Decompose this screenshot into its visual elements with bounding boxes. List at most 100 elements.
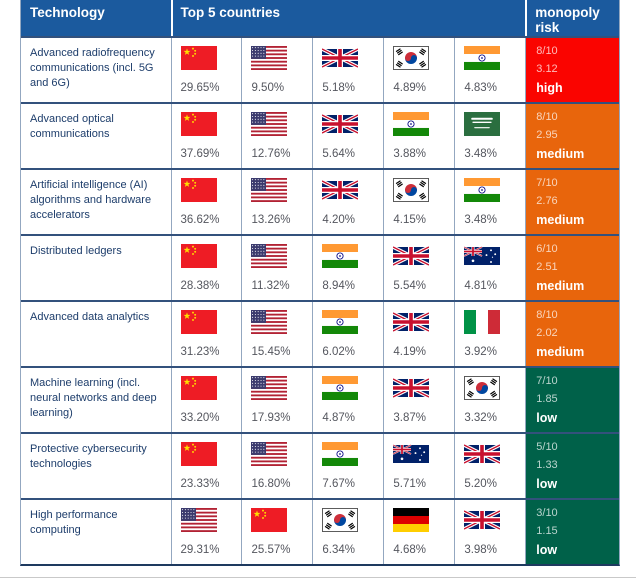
india-flag-icon xyxy=(322,442,359,466)
country-cell-united-kingdom: 5.18% xyxy=(312,38,383,102)
table-row: Distributed ledgers 28.38% 11.32% 8.94% … xyxy=(21,234,619,300)
country-share: 13.26% xyxy=(251,214,291,226)
country-share: 3.48% xyxy=(464,214,497,226)
country-share: 33.20% xyxy=(180,412,220,424)
country-cell-india: 3.88% xyxy=(383,104,454,168)
china-flag-icon xyxy=(180,46,217,70)
risk-index: 2.95 xyxy=(536,129,558,141)
col-header-top5-countries: Top 5 countries xyxy=(170,0,526,36)
india-flag-icon xyxy=(464,178,501,202)
table-row: Advanced radiofrequency communications (… xyxy=(21,36,619,102)
technology-name: Machine learning (incl. neural networks … xyxy=(30,377,157,420)
india-flag-icon xyxy=(393,112,430,136)
country-share: 5.54% xyxy=(393,280,426,292)
china-flag-icon xyxy=(180,376,217,400)
china-flag-icon xyxy=(251,508,288,532)
technology-name: Advanced optical communications xyxy=(30,113,114,141)
country-share: 4.19% xyxy=(393,346,426,358)
risk-index: 1.85 xyxy=(536,393,558,405)
country-cell-united-kingdom: 5.54% xyxy=(383,236,454,300)
monopoly-risk-cell: 6/10 2.51 medium xyxy=(525,236,619,300)
risk-index: 3.12 xyxy=(536,63,558,75)
country-cell-south-korea: 4.89% xyxy=(383,38,454,102)
risk-level: medium xyxy=(536,345,585,359)
monopoly-risk-cell: 7/10 1.85 low xyxy=(525,368,619,432)
country-cell-united-kingdom: 4.19% xyxy=(383,302,454,366)
country-cell-united-kingdom: 5.20% xyxy=(454,434,525,498)
country-share: 6.02% xyxy=(322,346,356,358)
australia-flag-icon xyxy=(464,244,501,268)
united-states-flag-icon xyxy=(251,442,288,466)
country-cell-china: 25.57% xyxy=(241,500,312,564)
china-flag-icon xyxy=(180,178,217,202)
country-share: 36.62% xyxy=(180,214,220,226)
united-states-flag-icon xyxy=(180,508,217,532)
monopoly-risk-cell: 7/10 2.76 medium xyxy=(525,170,619,234)
tech-table: Technology Top 5 countries monopoly risk… xyxy=(20,0,620,566)
south-korea-flag-icon xyxy=(322,508,359,532)
country-share: 25.57% xyxy=(251,544,291,556)
risk-level: high xyxy=(536,81,563,95)
table-row: Advanced data analytics 31.23% 15.45% 6.… xyxy=(21,300,619,366)
country-cell-united-states: 12.76% xyxy=(241,104,312,168)
india-flag-icon xyxy=(322,244,359,268)
risk-index: 1.15 xyxy=(536,525,558,537)
country-share: 9.50% xyxy=(251,82,285,94)
risk-score: 6/10 xyxy=(536,243,558,255)
country-cell-india: 4.83% xyxy=(454,38,525,102)
country-share: 15.45% xyxy=(251,346,291,358)
united-states-flag-icon xyxy=(251,46,288,70)
saudi-arabia-flag-icon xyxy=(464,112,501,136)
country-cell-united-states: 13.26% xyxy=(241,170,312,234)
united-kingdom-flag-icon xyxy=(322,46,359,70)
table-row: High performance computing 29.31% 25.57%… xyxy=(21,498,619,564)
table-row: Advanced optical communications 37.69% 1… xyxy=(21,102,619,168)
risk-level: low xyxy=(536,411,558,425)
united-kingdom-flag-icon xyxy=(322,178,359,202)
country-share: 4.68% xyxy=(393,544,426,556)
technology-name: Distributed ledgers xyxy=(30,245,122,257)
country-cell-united-kingdom: 5.64% xyxy=(312,104,383,168)
risk-score: 8/10 xyxy=(536,45,558,57)
risk-score: 5/10 xyxy=(536,441,558,453)
country-cell-united-states: 16.80% xyxy=(241,434,312,498)
country-cell-united-states: 11.32% xyxy=(241,236,312,300)
country-share: 28.38% xyxy=(180,280,220,292)
country-cell-united-kingdom: 3.98% xyxy=(454,500,525,564)
united-kingdom-flag-icon xyxy=(393,376,430,400)
country-cell-united-states: 17.93% xyxy=(241,368,312,432)
risk-index: 2.76 xyxy=(536,195,558,207)
country-cell-india: 6.02% xyxy=(312,302,383,366)
country-cell-china: 37.69% xyxy=(170,104,242,168)
country-cell-south-korea: 4.15% xyxy=(383,170,454,234)
country-share: 8.94% xyxy=(322,280,356,292)
country-cell-united-states: 9.50% xyxy=(241,38,312,102)
col-header-monopoly-risk: monopoly risk xyxy=(525,0,619,36)
country-cell-china: 36.62% xyxy=(170,170,242,234)
country-share: 12.76% xyxy=(251,148,291,160)
country-share: 3.98% xyxy=(464,544,497,556)
country-cell-china: 23.33% xyxy=(170,434,242,498)
country-share: 4.20% xyxy=(322,214,356,226)
risk-score: 3/10 xyxy=(536,507,558,519)
country-cell-india: 8.94% xyxy=(312,236,383,300)
page-bottom-rule xyxy=(0,577,636,578)
country-share: 17.93% xyxy=(251,412,291,424)
country-share: 23.33% xyxy=(180,478,220,490)
china-flag-icon xyxy=(180,244,217,268)
table-header: Technology Top 5 countries monopoly risk xyxy=(21,0,619,36)
monopoly-risk-cell: 3/10 1.15 low xyxy=(525,500,619,564)
country-share: 3.48% xyxy=(464,148,497,160)
italy-flag-icon xyxy=(464,310,501,334)
country-cell-united-kingdom: 4.20% xyxy=(312,170,383,234)
united-kingdom-flag-icon xyxy=(322,112,359,136)
united-states-flag-icon xyxy=(251,310,288,334)
country-share: 5.64% xyxy=(322,148,356,160)
table-row: Protective cybersecurity technologies 23… xyxy=(21,432,619,498)
monopoly-risk-cell: 8/10 2.95 medium xyxy=(525,104,619,168)
monopoly-risk-cell: 5/10 1.33 low xyxy=(525,434,619,498)
india-flag-icon xyxy=(464,46,501,70)
country-cell-united-states: 15.45% xyxy=(241,302,312,366)
table-row: Artificial intelligence (AI) algorithms … xyxy=(21,168,619,234)
